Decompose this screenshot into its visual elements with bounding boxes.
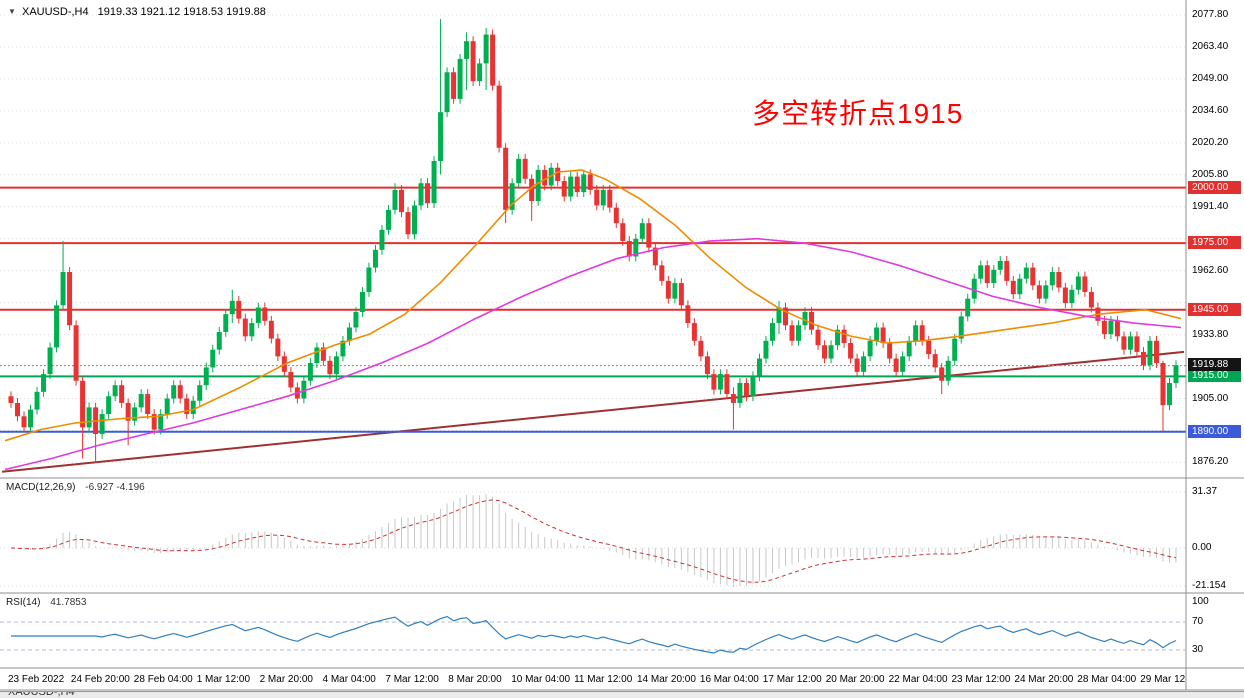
symbol-label: XAUUSD-,H4: [21, 6, 89, 18]
macd-indicator-label: MACD(12,26,9) -6.927 -4.196: [6, 482, 145, 493]
bottom-tab-bar[interactable]: XAUUSD-,H4: [0, 691, 1244, 698]
chart-tab[interactable]: XAUUSD-,H4: [8, 691, 75, 698]
time-axis-label: 14 Mar 20:00: [637, 674, 696, 685]
time-axis-label: 28 Mar 04:00: [1077, 674, 1137, 685]
price-badge: 1915.00: [1188, 369, 1241, 383]
price-scale-label: 1876.20: [1192, 456, 1229, 468]
time-axis-label: 23 Mar 12:00: [951, 674, 1011, 685]
macd-scale-label: -21.154: [1192, 580, 1226, 591]
price-scale-label: 2063.40: [1192, 40, 1229, 52]
rsi-indicator-label: RSI(14) 41.7853: [6, 597, 86, 608]
symbol-ohlc-info: ▼ XAUUSD-,H4 1919.33 1921.12 1918.53 191…: [8, 6, 266, 18]
rsi-scale-label: 30: [1192, 644, 1204, 655]
price-scale[interactable]: 2077.80 2063.40 2049.00 2034.60 2020.20 2005.…: [1188, 0, 1244, 690]
price-scale-label: 1905.00: [1192, 392, 1229, 404]
price-scale-label: 2034.60: [1192, 104, 1229, 116]
time-axis-label: 29 Mar 12:00: [1140, 674, 1186, 685]
price-badge: 1945.00: [1188, 302, 1241, 316]
time-axis-label: 23 Feb 2022: [8, 674, 65, 685]
price-scale-label: 2049.00: [1192, 72, 1229, 84]
chart-annotation-text[interactable]: 多空转折点1915: [752, 98, 964, 129]
time-axis-label: 24 Mar 20:00: [1014, 674, 1074, 685]
time-axis-label: 4 Mar 04:00: [322, 674, 376, 685]
rsi-name: RSI(14): [6, 597, 41, 608]
macd-name: MACD(12,26,9): [6, 482, 76, 493]
price-badge: 1890.00: [1188, 424, 1241, 438]
time-axis-label: 11 Mar 12:00: [574, 674, 633, 685]
price-badge: 1975.00: [1188, 236, 1241, 250]
price-scale-label: 1991.40: [1192, 200, 1229, 212]
macd-scale-label: 31.37: [1192, 486, 1218, 497]
time-axis-label: 24 Feb 20:00: [70, 674, 130, 685]
price-scale-label: 2077.80: [1192, 9, 1229, 20]
time-axis-label: 28 Feb 04:00: [133, 674, 193, 685]
time-axis-label: 8 Mar 20:00: [448, 674, 502, 685]
time-axis-label: 16 Mar 04:00: [699, 674, 759, 685]
macd-scale-label: 0.00: [1192, 542, 1212, 553]
macd-values: -6.927 -4.196: [85, 482, 145, 493]
price-scale-label: 1962.60: [1192, 264, 1229, 276]
rsi-scale-label: 70: [1192, 616, 1204, 627]
rsi-scale-label: 100: [1192, 596, 1209, 607]
time-axis-label: 20 Mar 20:00: [825, 674, 885, 685]
price-scale-label: 2020.20: [1192, 136, 1229, 148]
time-axis-label: 10 Mar 04:00: [511, 674, 571, 685]
price-badge: 1919.88: [1188, 358, 1241, 372]
rsi-value: 41.7853: [50, 597, 87, 608]
price-scale-label: 1933.80: [1192, 328, 1229, 340]
price-badge: 2000.00: [1188, 180, 1241, 194]
price-scale-label: 2005.80: [1192, 168, 1229, 180]
time-axis-label: 7 Mar 12:00: [385, 674, 439, 685]
time-axis-label: 2 Mar 20:00: [259, 674, 313, 685]
time-axis-label: 1 Mar 12:00: [196, 674, 251, 685]
ohlc-values: 1919.33 1921.12 1918.53 1919.88: [97, 6, 266, 18]
time-axis-label: 22 Mar 04:00: [888, 674, 948, 685]
chevron-down-icon[interactable]: ▼: [8, 7, 16, 16]
time-axis[interactable]: 23 Feb 2022 24 Feb 20:00 28 Feb 04:00 1 Mar…: [0, 671, 1186, 688]
time-axis-label: 17 Mar 12:00: [762, 674, 822, 685]
